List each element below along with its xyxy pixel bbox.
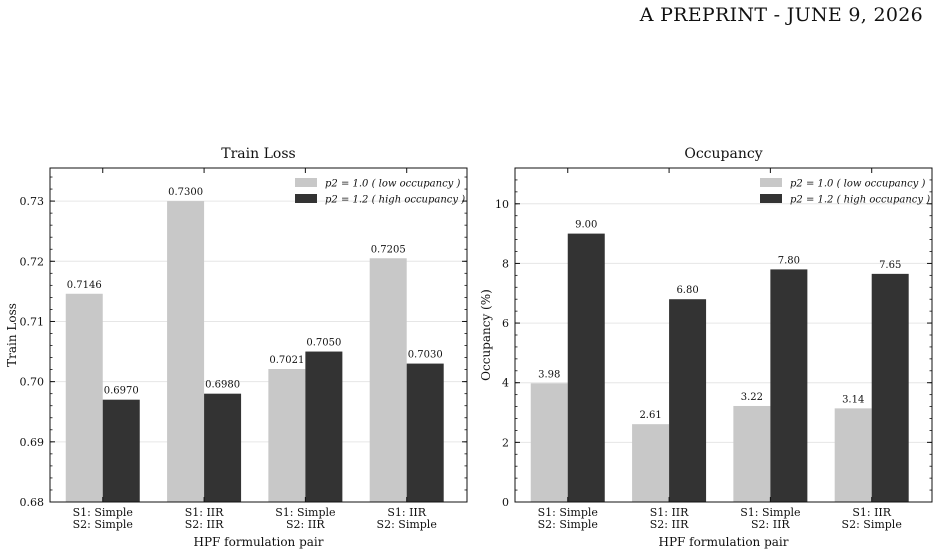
y-tick-label: 8 <box>502 257 509 270</box>
bar <box>834 408 872 502</box>
x-tick-label: S2: IIR <box>751 518 790 531</box>
bar <box>204 393 242 502</box>
x-tick-label: S1: IIR <box>387 506 426 519</box>
bar <box>268 369 306 502</box>
y-tick-label: 0 <box>502 496 509 509</box>
x-tick-label: S2: IIR <box>185 518 224 531</box>
legend-entry: p2 = 1.2 ( high occupancy ) <box>790 195 930 206</box>
plot-frame <box>49 167 468 503</box>
y-tick-label: 0.69 <box>20 436 45 449</box>
bar-value-label: 6.80 <box>676 285 698 296</box>
bar-value-label: 7.80 <box>778 255 800 266</box>
bar <box>567 233 605 502</box>
x-tick-label: S2: Simple <box>73 518 133 531</box>
y-tick-label: 0.70 <box>20 376 45 389</box>
bar <box>669 299 707 502</box>
legend-swatch <box>760 178 782 187</box>
x-tick-label: S1: Simple <box>275 506 335 519</box>
y-axis-label: Occupancy (%) <box>479 289 493 381</box>
x-tick-label: S1: IIR <box>650 506 689 519</box>
x-axis-label: HPF formulation pair <box>658 535 788 549</box>
bar <box>770 269 808 502</box>
legend-entry: p2 = 1.0 ( low occupancy ) <box>325 179 461 190</box>
bar <box>102 399 140 502</box>
x-tick-label: S1: Simple <box>740 506 800 519</box>
bar-value-label: 3.22 <box>741 392 763 403</box>
legend-entry: p2 = 1.0 ( low occupancy ) <box>790 179 926 190</box>
y-tick-label: 0.72 <box>20 255 45 268</box>
chart-title: Train Loss <box>221 146 295 162</box>
bar <box>733 405 771 502</box>
bar-value-label: 0.6980 <box>205 380 240 391</box>
y-tick-label: 10 <box>495 198 509 211</box>
bar-value-label: 0.7050 <box>306 338 341 349</box>
bar-value-label: 0.7021 <box>269 355 304 366</box>
bar-value-label: 3.14 <box>842 394 864 405</box>
bar-value-label: 7.65 <box>879 260 901 271</box>
y-tick-label: 2 <box>502 436 509 449</box>
x-tick-label: S1: IIR <box>852 506 891 519</box>
x-tick-label: S2: Simple <box>377 518 437 531</box>
y-tick-label: 4 <box>502 377 509 390</box>
legend-swatch <box>760 194 782 203</box>
page-header: A PREPRINT - JUNE 9, 2026 <box>639 4 923 26</box>
bar <box>65 293 103 502</box>
bar-value-label: 0.7300 <box>168 187 203 198</box>
chart-title: Occupancy <box>684 146 762 162</box>
x-tick-label: S1: Simple <box>538 506 598 519</box>
x-tick-label: S2: Simple <box>538 518 598 531</box>
x-tick-label: S2: Simple <box>842 518 902 531</box>
chart-occupancy: 3.98 2.61 3.22 3.14 9.00 6.80 7.80 7.65 0 2 4 6 8 10 S… <box>479 146 933 549</box>
bar-value-label: 0.7146 <box>67 280 102 291</box>
bar-value-label: 3.98 <box>538 369 560 380</box>
y-axis-label: Train Loss <box>5 303 19 367</box>
bar-value-label: 0.7030 <box>408 350 443 361</box>
bar-value-label: 0.6970 <box>104 386 139 397</box>
bar <box>530 383 568 502</box>
x-tick-label: S2: IIR <box>650 518 689 531</box>
bar <box>305 351 343 502</box>
bar <box>406 363 444 502</box>
bar <box>369 258 407 502</box>
bar-value-label: 2.61 <box>639 410 661 421</box>
legend-swatch <box>295 178 317 187</box>
legend-swatch <box>295 194 317 203</box>
bar-value-label: 0.7205 <box>371 244 406 255</box>
y-tick-label: 0.73 <box>20 195 45 208</box>
x-tick-label: S2: IIR <box>286 518 325 531</box>
bar <box>871 273 909 502</box>
x-axis-label: HPF formulation pair <box>193 535 323 549</box>
legend-entry: p2 = 1.2 ( high occupancy ) <box>325 195 465 206</box>
bar-value-label: 9.00 <box>575 220 597 231</box>
y-tick-label: 6 <box>502 317 509 330</box>
y-tick-label: 0.71 <box>20 315 45 328</box>
bar <box>632 424 670 502</box>
x-tick-label: S1: Simple <box>73 506 133 519</box>
bar <box>167 201 205 502</box>
x-tick-label: S1: IIR <box>185 506 224 519</box>
chart-train-loss: 0.7146 0.7300 0.7021 0.7205 0.6970 0.6980 0.70… <box>5 146 468 549</box>
y-tick-label: 0.68 <box>20 496 45 509</box>
